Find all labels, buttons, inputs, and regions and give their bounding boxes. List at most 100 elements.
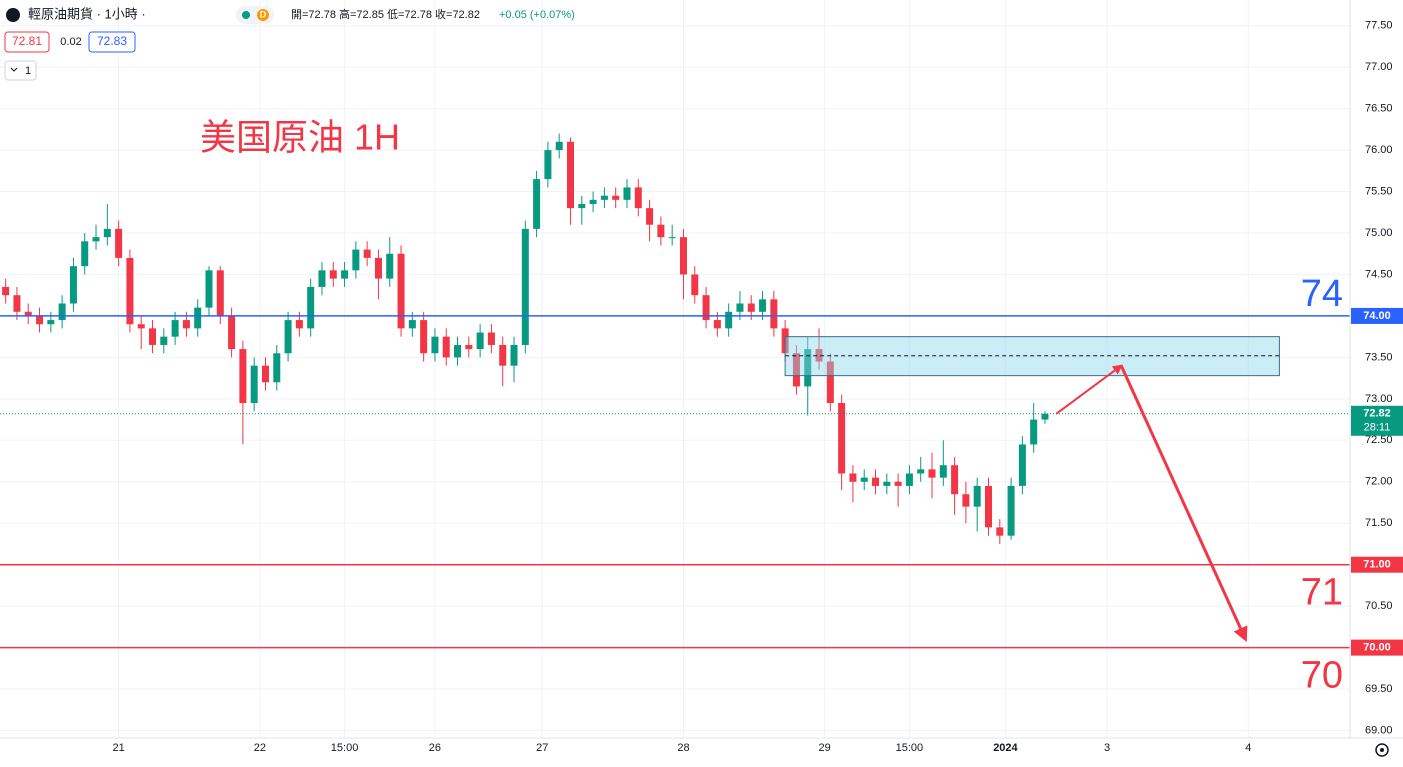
candle-body	[928, 469, 936, 478]
candle-body	[815, 349, 823, 362]
candle-body	[917, 469, 925, 474]
level-tag	[1351, 639, 1403, 656]
candle-body	[736, 303, 744, 312]
candle-body	[702, 295, 710, 321]
candle-body	[431, 336, 439, 354]
candle-body	[612, 195, 620, 200]
y-tick-label: 69.50	[1365, 683, 1393, 695]
bid-box[interactable]	[4, 31, 50, 53]
candle-body	[386, 253, 394, 279]
candle-body	[872, 477, 880, 486]
y-tick-label: 76.00	[1365, 144, 1393, 156]
candle-body	[465, 344, 473, 350]
candle-body	[137, 324, 145, 329]
change-text: +0.05 (+0.07%)	[499, 9, 575, 21]
candle-body	[849, 473, 857, 482]
x-tick-label: 4	[1245, 742, 1251, 754]
x-tick-label: 2024	[993, 742, 1018, 754]
candle-body	[1041, 413, 1049, 420]
ohlc-text: 開=72.78 高=72.85 低=72.78 收=72.82	[291, 7, 480, 21]
candle-body	[668, 237, 676, 239]
settings-icon[interactable]	[1375, 743, 1389, 757]
candle-body	[408, 320, 416, 329]
y-tick-label: 77.50	[1365, 20, 1393, 32]
candle-body	[205, 270, 213, 308]
candle-body	[92, 237, 100, 242]
candle-body	[1018, 444, 1026, 486]
candle-body	[228, 315, 236, 350]
candle-body	[792, 353, 800, 387]
last-price-label: 72.82	[1363, 408, 1391, 420]
ask-box[interactable]	[88, 31, 136, 53]
candle-body	[1007, 485, 1015, 536]
candle-body	[996, 527, 1004, 536]
ask[interactable]: 72.83	[97, 34, 127, 48]
countdown: 28:11	[1364, 422, 1391, 434]
candle-body	[510, 344, 518, 366]
candle-body	[329, 270, 337, 279]
candle-body	[341, 270, 349, 279]
candle-body	[725, 311, 733, 329]
candle-body	[318, 270, 326, 287]
candle-body	[160, 336, 168, 345]
chevron	[10, 67, 18, 72]
candle-body	[657, 224, 665, 238]
y-tick-label: 72.50	[1365, 434, 1393, 446]
x-tick-label: 26	[429, 742, 441, 754]
y-tick-label: 76.50	[1365, 103, 1393, 115]
candle-body	[171, 320, 179, 337]
candle-body	[420, 320, 428, 354]
indicator-toggle[interactable]	[4, 60, 37, 81]
candle-body	[747, 303, 755, 312]
candle-body	[804, 349, 812, 387]
x-tick-label: 27	[536, 742, 548, 754]
candle-body	[58, 303, 66, 321]
candle-body	[860, 477, 868, 482]
level-tag	[1351, 556, 1403, 573]
candle-body	[442, 336, 450, 358]
level-label: 74	[1301, 273, 1343, 315]
y-tick-label: 71.50	[1365, 517, 1393, 529]
candle-body	[295, 320, 303, 329]
candle-body	[600, 195, 608, 200]
candle-body	[250, 365, 258, 403]
candle-body	[623, 187, 631, 200]
candle-body	[397, 253, 405, 329]
candle-body	[261, 365, 269, 383]
candle-body	[521, 228, 529, 345]
candle-body	[47, 320, 55, 325]
candle-body	[646, 208, 654, 225]
candle-body	[578, 203, 586, 209]
status-dot	[242, 11, 250, 19]
candle-body	[149, 328, 157, 345]
symbol-title[interactable]: 輕原油期貨 · 1小時 ·	[28, 6, 146, 21]
candle-body	[838, 402, 846, 474]
candle-body	[544, 150, 552, 180]
y-tick-label: 75.00	[1365, 227, 1393, 239]
annotation: 美国原油 1H	[200, 117, 400, 158]
settings-icon-dot	[1380, 748, 1384, 752]
x-tick-label: 28	[677, 742, 689, 754]
y-tick-label: 72.00	[1365, 476, 1393, 488]
candle-body	[589, 199, 597, 204]
x-tick-label: 15:00	[896, 742, 924, 754]
symbol-icon[interactable]	[6, 8, 20, 22]
indicator-count[interactable]: 1	[25, 65, 31, 77]
candle-body	[103, 228, 111, 238]
y-tick-label: 69.00	[1365, 724, 1393, 736]
x-tick-label: 15:00	[331, 742, 359, 754]
x-tick-label: 29	[819, 742, 831, 754]
arrow	[1119, 365, 1248, 643]
candle-body	[182, 320, 190, 329]
candle-body	[567, 141, 575, 209]
candle-body	[81, 241, 89, 267]
candle-body	[713, 320, 721, 329]
candle-body	[499, 344, 507, 366]
candle-body	[36, 315, 44, 325]
y-tick-label: 70.50	[1365, 600, 1393, 612]
bid[interactable]: 72.81	[12, 34, 42, 48]
candle-body	[216, 270, 224, 316]
candle-body	[69, 266, 77, 304]
